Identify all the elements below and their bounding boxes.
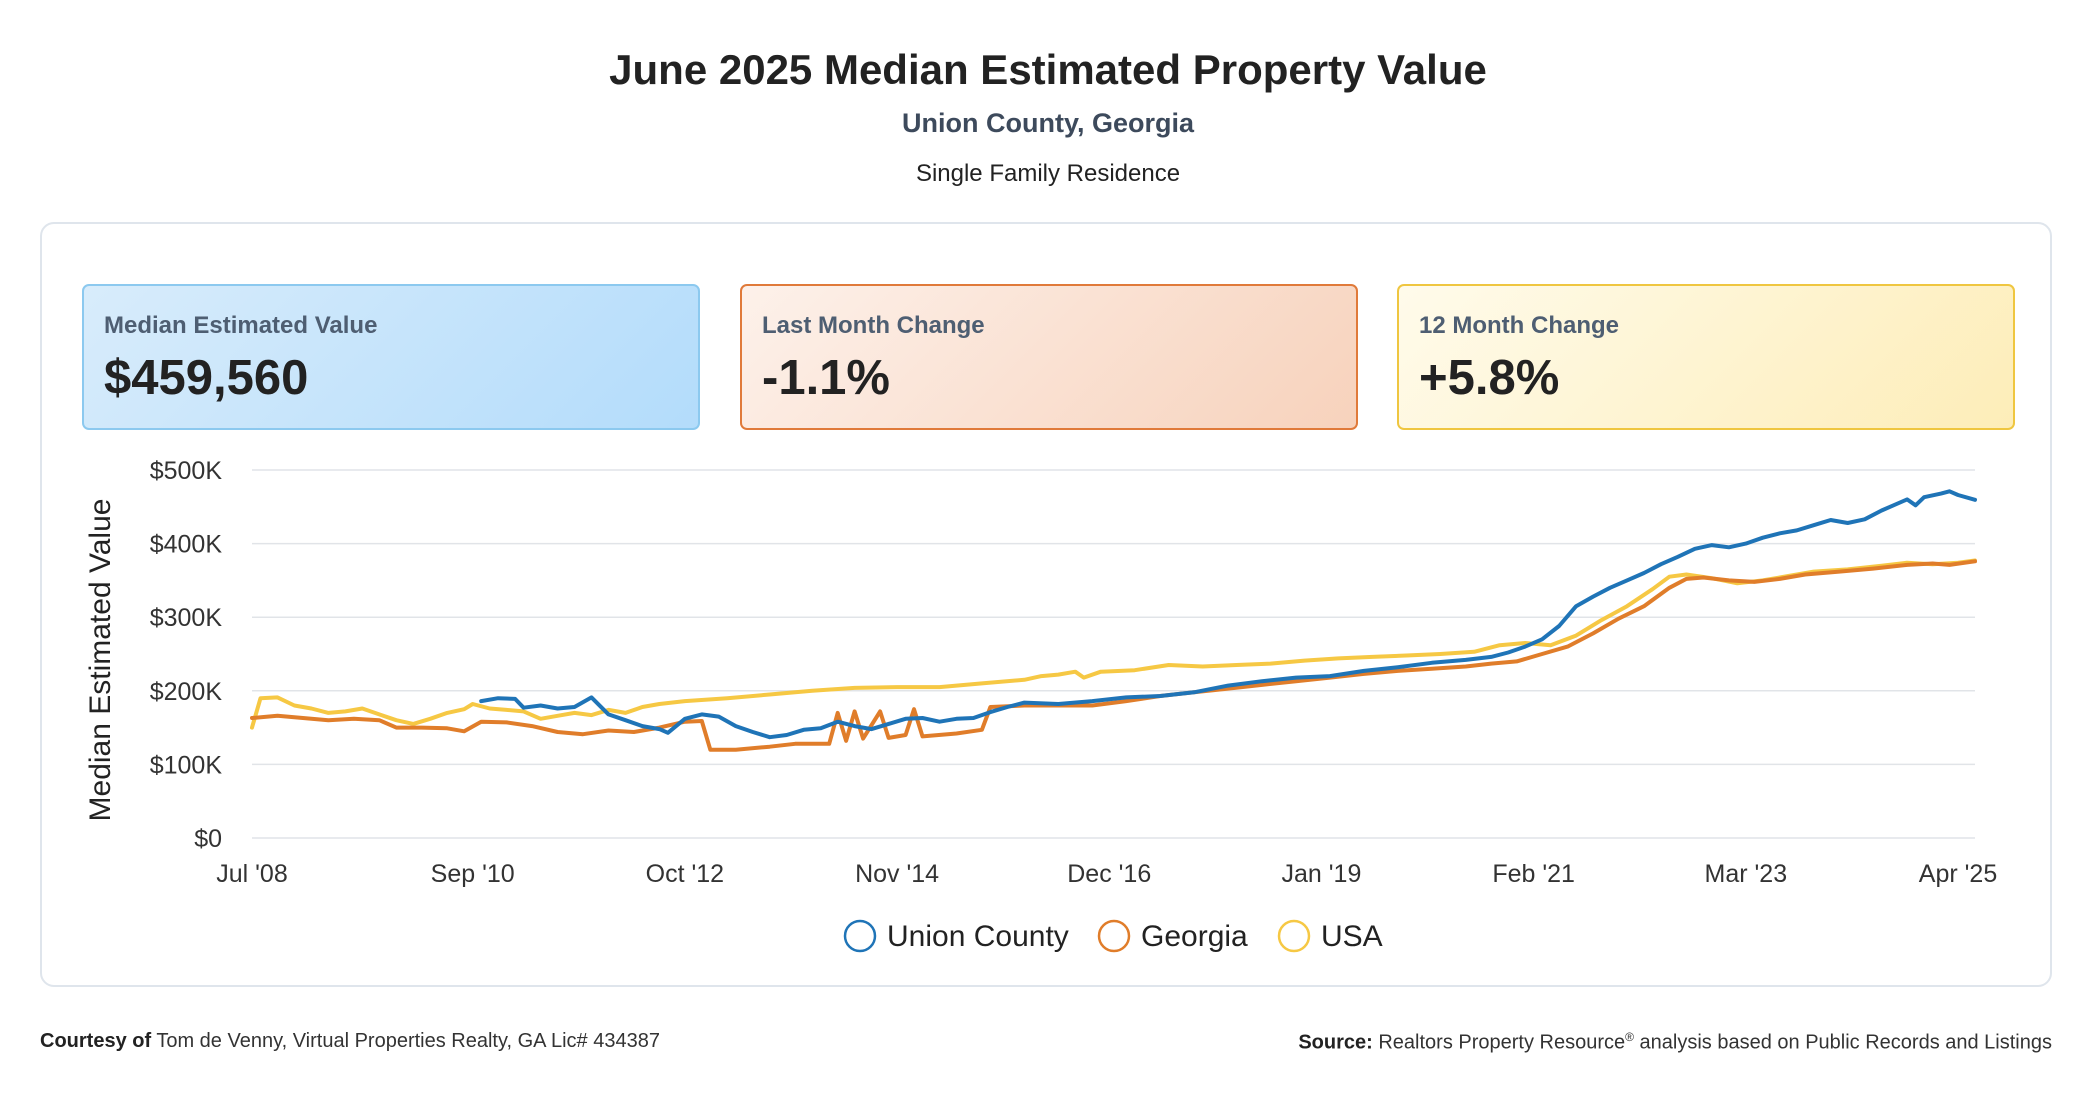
y-tick-label: $300K (150, 604, 223, 632)
card-label: Median Estimated Value (104, 312, 378, 339)
legend-label: Georgia (1141, 920, 1248, 953)
card-value: -1.1% (762, 351, 891, 405)
x-tick-label: Jan '19 (1282, 860, 1362, 888)
legend-item[interactable]: Georgia (1097, 919, 1248, 953)
series-line-usa (250, 558, 1977, 730)
x-tick-label: Oct '12 (646, 860, 724, 888)
card-value: +5.8% (1419, 351, 1560, 405)
median-value-card: Median Estimated Value $459,560 (82, 284, 700, 430)
source-tail: analysis based on Public Records and Lis… (1639, 1031, 2052, 1054)
chart-series (250, 489, 1977, 752)
source-note: Source: Realtors Property Resource® anal… (1298, 1030, 2052, 1055)
x-axis-ticks: Jul '08 Sep '10 Oct '12 Nov '14 Dec '16 Jan '… (216, 860, 1997, 888)
chart-grid (252, 469, 1975, 839)
page-title: June 2025 Median Estimated Property Valu… (609, 46, 1487, 93)
x-tick-label: Nov '14 (855, 860, 939, 888)
x-tick-label: Apr '25 (1919, 860, 1997, 888)
legend-label: USA (1321, 920, 1383, 953)
x-tick-label: Mar '23 (1705, 860, 1788, 888)
twelve-month-change-card: 12 Month Change +5.8% (1397, 284, 2015, 430)
legend-item[interactable]: USA (1277, 919, 1383, 953)
source-label: Source: (1298, 1031, 1373, 1054)
chart-legend: Union County Georgia USA (843, 919, 1383, 953)
legend-marker (1097, 919, 1131, 953)
card-label: Last Month Change (762, 312, 985, 339)
last-month-change-card: Last Month Change -1.1% (740, 284, 1358, 430)
card-value: $459,560 (104, 351, 309, 405)
y-tick-label: $100K (150, 751, 223, 779)
y-tick-label: $400K (150, 531, 223, 559)
legend-marker (843, 919, 877, 953)
line-chart: $0 $100K $200K $300K $400K $500K Jul '08 Sep '… (84, 457, 1997, 953)
legend-item[interactable]: Union County (843, 919, 1069, 953)
x-tick-label: Sep '10 (431, 860, 515, 888)
x-tick-label: Jul '08 (216, 860, 287, 888)
legend-marker (1277, 919, 1311, 953)
y-axis-ticks: $0 $100K $200K $300K $400K $500K (150, 457, 223, 853)
page-subtitle: Union County, Georgia (902, 108, 1194, 138)
courtesy-text: Tom de Venny, Virtual Properties Realty,… (156, 1030, 660, 1052)
y-tick-label: $0 (194, 825, 222, 853)
legend-label: Union County (887, 920, 1069, 953)
source-text: Realtors Property Resource (1378, 1031, 1626, 1054)
y-tick-label: $200K (150, 678, 223, 706)
series-line-union-county (479, 489, 1977, 740)
courtesy-note: Courtesy of Tom de Venny, Virtual Proper… (40, 1030, 660, 1053)
property-type-label: Single Family Residence (915, 160, 1181, 187)
y-axis-label: Median Estimated Value (84, 499, 117, 822)
card-label: 12 Month Change (1419, 312, 1620, 339)
courtesy-label: Courtesy of (40, 1030, 152, 1052)
registered-mark: ® (1625, 1030, 1634, 1044)
y-tick-label: $500K (150, 457, 223, 485)
x-tick-label: Dec '16 (1067, 860, 1151, 888)
x-tick-label: Feb '21 (1492, 860, 1575, 888)
series-line-georgia (250, 559, 1977, 752)
